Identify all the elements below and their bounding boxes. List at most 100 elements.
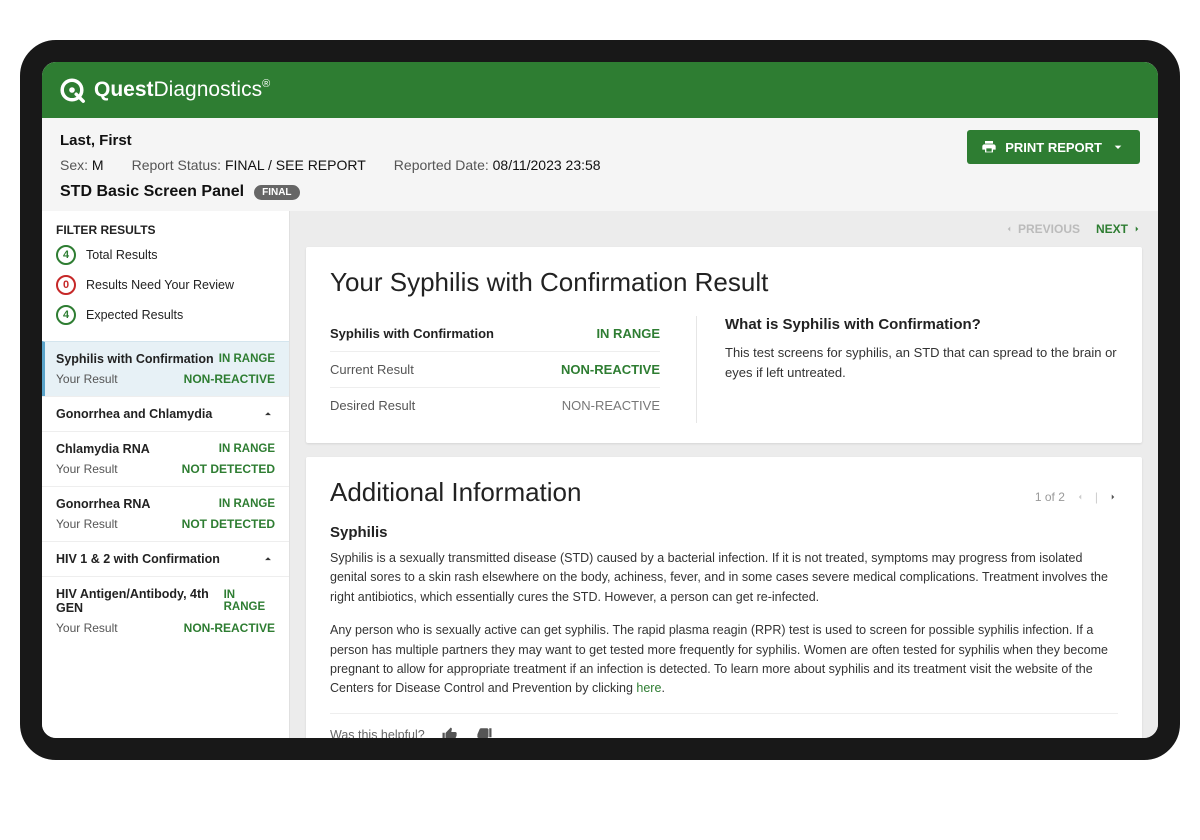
chevron-left-icon[interactable] xyxy=(1075,492,1085,502)
brand-light: Diagnostics xyxy=(154,78,263,101)
filter-expected-results[interactable]: 4 Expected Results xyxy=(56,305,275,325)
brand-bar: QuestDiagnostics® xyxy=(42,62,1158,118)
additional-info-title: Additional Information xyxy=(330,477,581,508)
chevron-up-icon xyxy=(261,552,275,566)
panel-title-row: STD Basic Screen Panel FINAL xyxy=(60,183,1140,201)
result-sub-value: NON-REACTIVE xyxy=(184,621,275,635)
result-sub-label: Your Result xyxy=(56,517,118,531)
result-grid: Syphilis with Confirmation IN RANGE Curr… xyxy=(330,316,1118,423)
print-report-label: PRINT REPORT xyxy=(1005,140,1102,155)
result-sub-label: Your Result xyxy=(56,621,118,635)
chevron-right-icon[interactable] xyxy=(1108,492,1118,502)
result-card-title: Your Syphilis with Confirmation Result xyxy=(330,267,1118,298)
main-content: PREVIOUS NEXT Your Syphilis with Confirm… xyxy=(290,211,1158,738)
brand-logo: QuestDiagnostics® xyxy=(58,76,270,104)
result-title: HIV Antigen/Antibody, 4th GEN xyxy=(56,587,224,615)
result-item-hiv[interactable]: HIV Antigen/Antibody, 4th GEN IN RANGE Y… xyxy=(42,576,289,645)
app-screen: QuestDiagnostics® PRINT REPORT Last, Fir… xyxy=(42,62,1158,738)
result-card: Your Syphilis with Confirmation Result S… xyxy=(306,247,1142,443)
filter-header: FILTER RESULTS xyxy=(42,211,289,245)
brand-bold: Quest xyxy=(94,78,154,101)
result-title: Gonorrhea RNA xyxy=(56,497,150,511)
count-badge: 0 xyxy=(56,275,76,295)
chevron-left-icon xyxy=(1004,224,1014,234)
brand-registered: ® xyxy=(262,78,270,90)
additional-info-p2b: . xyxy=(661,681,664,695)
result-item-syphilis[interactable]: Syphilis with Confirmation IN RANGE Your… xyxy=(42,341,289,396)
result-key: Syphilis with Confirmation xyxy=(330,326,494,341)
result-row: Syphilis with Confirmation IN RANGE xyxy=(330,316,660,352)
thumbs-down-icon[interactable] xyxy=(475,726,493,738)
result-title: Chlamydia RNA xyxy=(56,442,150,456)
body-area: FILTER RESULTS 4 Total Results 0 Results… xyxy=(42,211,1158,738)
brand-text: QuestDiagnostics® xyxy=(94,78,270,102)
chevron-down-icon xyxy=(1110,139,1126,155)
print-icon xyxy=(981,139,997,155)
chevron-right-icon xyxy=(1132,224,1142,234)
result-item-chlamydia[interactable]: Chlamydia RNA IN RANGE Your Result NOT D… xyxy=(42,431,289,486)
range-tag: IN RANGE xyxy=(219,353,275,365)
result-explain: What is Syphilis with Confirmation? This… xyxy=(696,316,1118,423)
cdc-link[interactable]: here xyxy=(636,681,661,695)
result-sub-value: NON-REACTIVE xyxy=(184,372,275,386)
count-badge: 4 xyxy=(56,305,76,325)
status-label: Report Status: xyxy=(132,157,222,173)
result-nav: PREVIOUS NEXT xyxy=(306,211,1142,247)
what-is-text: This test screens for syphilis, an STD t… xyxy=(725,343,1118,382)
nav-next[interactable]: NEXT xyxy=(1096,222,1142,236)
additional-info-card: Additional Information 1 of 2 | Syphilis… xyxy=(306,457,1142,738)
pager-divider: | xyxy=(1095,490,1098,504)
chevron-up-icon xyxy=(261,407,275,421)
count-label: Total Results xyxy=(86,248,158,262)
nav-next-label: NEXT xyxy=(1096,222,1128,236)
meta-bar: PRINT REPORT Last, First Sex: M Report S… xyxy=(42,118,1158,211)
range-tag: IN RANGE xyxy=(224,589,275,613)
sex-value: M xyxy=(92,157,104,173)
status-value: FINAL / SEE REPORT xyxy=(225,157,366,173)
thumbs-up-icon[interactable] xyxy=(441,726,459,738)
additional-info-p2a: Any person who is sexually active can ge… xyxy=(330,623,1108,695)
range-tag: IN RANGE xyxy=(219,443,275,455)
filter-review-results[interactable]: 0 Results Need Your Review xyxy=(56,275,275,295)
date-value: 08/11/2023 23:58 xyxy=(493,157,601,173)
count-label: Results Need Your Review xyxy=(86,278,234,292)
sex-label: Sex: xyxy=(60,157,88,173)
group-title: Gonorrhea and Chlamydia xyxy=(56,407,212,421)
result-sub-value: NOT DETECTED xyxy=(182,517,275,531)
helpful-label: Was this helpful? xyxy=(330,728,425,738)
panel-status-chip: FINAL xyxy=(254,185,299,200)
result-key: Current Result xyxy=(330,362,414,377)
nav-prev-label: PREVIOUS xyxy=(1018,222,1080,236)
result-sub-value: NOT DETECTED xyxy=(182,462,275,476)
result-item-gonorrhea[interactable]: Gonorrhea RNA IN RANGE Your Result NOT D… xyxy=(42,486,289,541)
result-values: Syphilis with Confirmation IN RANGE Curr… xyxy=(330,316,660,423)
result-value: IN RANGE xyxy=(596,326,660,341)
result-title: Syphilis with Confirmation xyxy=(56,352,214,366)
nav-previous: PREVIOUS xyxy=(1004,222,1080,236)
panel-title: STD Basic Screen Panel xyxy=(60,183,244,201)
result-row: Current Result NON-REACTIVE xyxy=(330,352,660,388)
group-title: HIV 1 & 2 with Confirmation xyxy=(56,552,220,566)
divider xyxy=(330,713,1118,714)
what-is-heading: What is Syphilis with Confirmation? xyxy=(725,316,1118,333)
sidebar: FILTER RESULTS 4 Total Results 0 Results… xyxy=(42,211,290,738)
tablet-frame: QuestDiagnostics® PRINT REPORT Last, Fir… xyxy=(20,40,1180,760)
additional-info-subhead: Syphilis xyxy=(330,524,1118,541)
filter-total-results[interactable]: 4 Total Results xyxy=(56,245,275,265)
result-sub-label: Your Result xyxy=(56,462,118,476)
result-row: Desired Result NON-REACTIVE xyxy=(330,388,660,423)
quest-logo-icon xyxy=(58,76,86,104)
additional-info-p1: Syphilis is a sexually transmitted disea… xyxy=(330,549,1118,607)
additional-info-pager: 1 of 2 | xyxy=(1035,490,1118,504)
filter-counts: 4 Total Results 0 Results Need Your Revi… xyxy=(42,245,289,335)
count-badge: 4 xyxy=(56,245,76,265)
pager-label: 1 of 2 xyxy=(1035,490,1065,504)
result-sub-label: Your Result xyxy=(56,372,118,386)
print-report-button[interactable]: PRINT REPORT xyxy=(967,130,1140,164)
date-label: Reported Date: xyxy=(394,157,489,173)
range-tag: IN RANGE xyxy=(219,498,275,510)
result-list: Syphilis with Confirmation IN RANGE Your… xyxy=(42,341,289,645)
result-key: Desired Result xyxy=(330,398,415,413)
group-gonorrhea-chlamydia[interactable]: Gonorrhea and Chlamydia xyxy=(42,396,289,431)
group-hiv[interactable]: HIV 1 & 2 with Confirmation xyxy=(42,541,289,576)
